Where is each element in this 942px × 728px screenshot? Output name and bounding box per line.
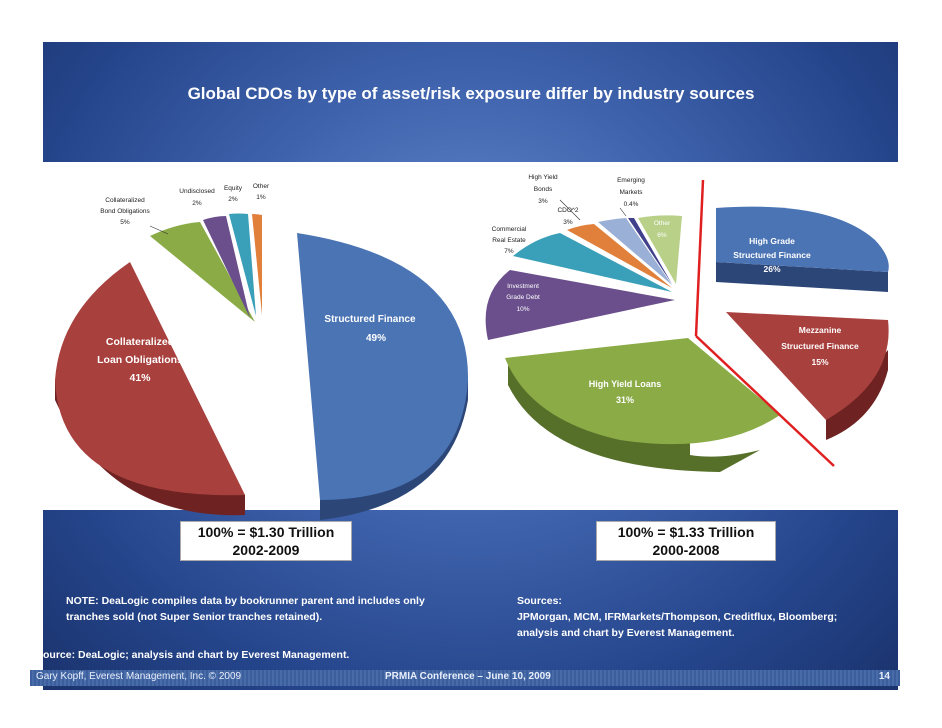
red-divider [694,179,705,337]
pie-chart-dealogic: Structured Finance 49% Collateralized Lo… [55,183,469,520]
label-cre-pct: 7% [504,248,514,255]
label-clo-name-2: Loan Obligations [97,354,183,366]
slice-cbo [150,222,255,322]
total-left-line2: 2002-2009 [232,542,300,558]
slice-clo [55,262,245,496]
footer-bar: Gary Kopff, Everest Management, Inc. © 2… [30,670,900,686]
label-cbo-name-2: Bond Obligations [100,208,150,215]
label-hyl-name: High Yield Loans [589,379,662,389]
label-cre-name-2: Real Estate [492,237,526,244]
slice-other-right [638,215,682,284]
note-line-2: tranches sold (not Super Senior tranches… [66,611,323,623]
label-cbo-pct: 5% [120,219,130,226]
label-em-name-2: Markets [619,189,643,196]
label-mezz-pct: 15% [811,357,828,367]
label-cdo2-name: CDO^2 [557,207,578,214]
slice-commercial-real-estate [513,233,672,292]
total-box-right: 100% = $1.33 Trillion 2000-2008 [596,521,776,561]
sources-line-3: analysis and chart by Everest Management… [517,627,735,639]
sources-line-1: Sources: [517,595,562,607]
total-box-left: 100% = $1.30 Trillion 2002-2009 [180,521,352,561]
note-dealogic: NOTE: DeaLogic compiles data by bookrunn… [66,593,496,625]
slice-other-left [252,214,262,315]
slice-high-yield-loans [505,338,780,445]
slice-structured-finance [297,233,469,500]
label-mezz-name-1: Mezzanine [799,325,842,335]
label-equity-name: Equity [224,185,243,192]
label-cre-name-1: Commercial [492,226,527,233]
label-equity-pct: 2% [228,196,238,203]
label-other-left-name: Other [253,183,270,190]
label-sf-pct: 49% [366,333,386,344]
slice-mezzanine-sf [726,312,889,420]
label-hyb-pct: 3% [538,198,548,205]
red-divider-2 [695,335,835,467]
source-line: Source: DeaLogic; analysis and chart by … [36,649,350,661]
label-igd-pct: 10% [516,306,529,313]
label-clo-pct: 41% [129,372,151,384]
leader-em [619,207,627,217]
label-em-name-1: Emerging [617,177,645,184]
sources-line-2: JPMorgan, MCM, IFRMarkets/Thompson, Cred… [517,611,838,623]
total-right-line2: 2000-2008 [652,542,720,558]
label-hyl-pct: 31% [616,395,634,405]
leader-hyb [559,199,581,221]
sources-note: Sources: JPMorgan, MCM, IFRMarkets/Thomp… [517,593,897,641]
slice-emerging-markets [628,218,672,284]
label-other-right-pct: 6% [657,232,667,239]
label-igd-name-1: Investment [507,283,539,290]
slice-side-hyl [508,365,760,472]
label-em-pct: 0.4% [624,201,639,208]
slice-undisclosed [203,216,250,318]
total-left-line1: 100% = $1.30 Trillion [197,524,335,540]
slice-high-grade-sf [716,206,889,272]
label-hg-name-1: High Grade [749,236,795,246]
leader-cbo [149,225,169,235]
slice-cdo-squared [598,218,672,285]
label-igd-name-2: Grade Debt [506,294,540,301]
total-right-line1: 100% = $1.33 Trillion [617,524,755,540]
slice-equity [229,213,256,316]
footer-author: Gary Kopff, Everest Management, Inc. © 2… [36,671,242,682]
note-line-1: NOTE: DeaLogic compiles data by bookrunn… [66,595,425,607]
label-other-left-pct: 1% [256,194,266,201]
slice-investment-grade-debt [485,270,675,340]
slice-high-yield-bonds [567,224,672,288]
footer-conference: PRMIA Conference – June 10, 2009 [385,671,551,682]
label-sf-name: Structured Finance [324,314,416,325]
label-cbo-name-1: Collateralized [105,197,145,204]
slide-title: Global CDOs by type of asset/risk exposu… [187,84,755,103]
page-number: 14 [878,671,890,682]
label-undisclosed-name: Undisclosed [179,188,215,195]
label-hg-name-2: Structured Finance [733,250,811,260]
label-mezz-name-2: Structured Finance [781,341,859,351]
label-cdo2-pct: 3% [563,219,573,226]
label-hg-pct: 26% [763,264,780,274]
label-hyb-name-2: Bonds [534,186,553,193]
label-clo-name-1: Collateralized [106,336,174,348]
label-undisclosed-pct: 2% [192,200,202,207]
label-hyb-name-1: High Yield [528,174,558,181]
label-other-right-name: Other [654,220,671,227]
pie-chart-industry: High Grade Structured Finance 26% Mezzan… [485,174,889,472]
